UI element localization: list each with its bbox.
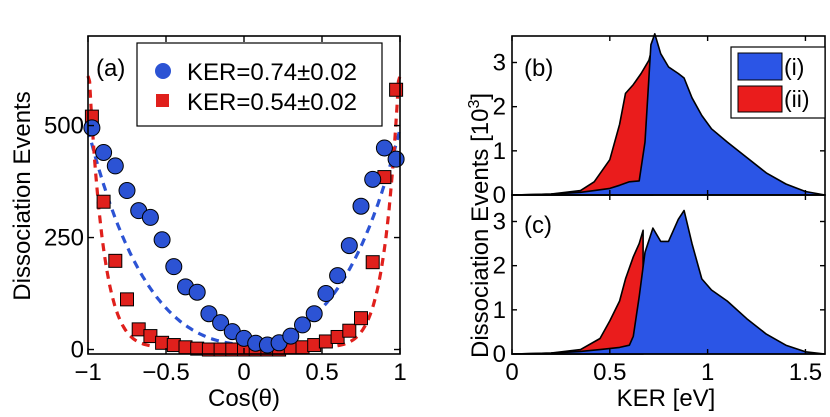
y-tick-label: 0 [71, 337, 84, 364]
legend-label-ii: (ii) [784, 86, 810, 112]
red-square-point [342, 323, 357, 338]
legend-label-i: (i) [784, 54, 804, 80]
blue-circle-point [141, 208, 159, 226]
panel-a-legend: KER=0.74±0.02 KER=0.54±0.02 [136, 42, 383, 127]
red-square-point [131, 322, 146, 337]
x-tick-label: 0 [237, 359, 250, 386]
y-tick-label: 500 [44, 113, 84, 140]
right-ylabel: Dissociation Events [103] [466, 93, 494, 358]
area-i [511, 33, 826, 196]
blue-circle-point [165, 258, 183, 276]
fit-curve-1 [86, 128, 402, 346]
legend-box [136, 42, 383, 127]
legend-entry-2: KER=0.54±0.02 [187, 89, 357, 116]
panel-c-ticks: 0 0.5 1 1.5 0 1 2 3 [493, 195, 825, 386]
panel-b-ticks: 0 1 2 3 [493, 36, 825, 209]
red-square-point [365, 255, 380, 270]
x-tick-label: 0 [505, 359, 518, 386]
legend-circle-marker [155, 63, 171, 79]
y-tick-label: 3 [493, 209, 506, 236]
panel-c-areas [511, 209, 826, 355]
panel-b: 0 1 2 3 (b) (i) (ii) [493, 33, 826, 209]
panel-b-legend: (i) (ii) [730, 46, 826, 119]
panel-a-ticks: −1 −0.5 0 0.5 1 0 250 500 [44, 36, 407, 386]
blue-circle-point [364, 170, 382, 188]
blue-circle-point [106, 157, 124, 175]
red-square-point [96, 194, 111, 209]
panel-a-label: (a) [96, 55, 125, 82]
panel-a: −1 −0.5 0 0.5 1 0 250 500 (a) KER=0.74±0.02 KER… [9, 35, 407, 412]
legend-entry-1: KER=0.74±0.02 [187, 59, 357, 86]
y-tick-label: 2 [493, 94, 506, 121]
x-tick-label: −1 [74, 359, 101, 386]
red-square-point [155, 335, 170, 350]
panel-c-frame [511, 194, 826, 355]
area-i [511, 209, 826, 355]
blue-circle-point [118, 182, 136, 200]
area-ii [511, 229, 644, 355]
blue-circle-point [95, 143, 113, 161]
blue-circle-point [352, 197, 370, 215]
panel-a-markers [83, 82, 405, 357]
y-tick-label: 1 [493, 297, 506, 324]
blue-circle-point [317, 285, 335, 303]
x-tick-label: 0.5 [305, 359, 338, 386]
blue-circle-point [305, 305, 323, 323]
y-tick-label: 0 [493, 341, 506, 368]
panel-b-label: (b) [524, 55, 553, 82]
panel-a-xlabel: Cos(θ) [208, 385, 280, 412]
blue-circle-point [329, 267, 347, 285]
y-tick-label: 1 [493, 138, 506, 165]
red-square-point [178, 340, 193, 355]
blue-circle-point [212, 314, 230, 332]
red-square-point [108, 253, 123, 268]
legend-swatch-i [737, 52, 783, 81]
blue-circle-point [340, 237, 358, 255]
y-tick-label: 3 [493, 50, 506, 77]
blue-circle-point [153, 231, 171, 249]
red-square-point [330, 329, 345, 344]
y-tick-label: 0 [493, 182, 506, 209]
panel-b-areas [511, 33, 826, 196]
red-square-point [166, 338, 181, 353]
x-tick-label: 0.5 [593, 359, 626, 386]
x-tick-label: −0.5 [142, 359, 189, 386]
x-tick-label: 1 [701, 359, 714, 386]
blue-circle-point [387, 150, 405, 168]
blue-circle-point [375, 139, 393, 157]
panel-a-ylabel: Dissociation Events [9, 91, 36, 300]
red-square-point [143, 329, 158, 344]
panel-c: 0 0.5 1 1.5 0 1 2 3 (c) KER [eV] [493, 194, 826, 412]
right-ylabel-exp: 3 [466, 100, 483, 109]
blue-circle-point [83, 119, 101, 137]
x-tick-label: 1.5 [789, 359, 822, 386]
red-square-point [318, 334, 333, 349]
y-tick-label: 2 [493, 253, 506, 280]
red-square-point [307, 338, 322, 353]
red-square-point [354, 311, 368, 326]
red-square-point [190, 341, 205, 356]
x-tick-label: 1 [393, 359, 406, 386]
red-square-point [120, 292, 134, 307]
right-ylabel-close: ] [467, 93, 494, 100]
y-tick-label: 250 [44, 225, 84, 252]
blue-circle-point [200, 305, 218, 323]
panel-c-label: (c) [524, 212, 552, 239]
blue-circle-point [282, 327, 300, 345]
red-square-point [295, 340, 310, 355]
blue-circle-point [188, 283, 206, 301]
blue-circle-point [294, 316, 311, 334]
right-ylabel-main: Dissociation Events [10 [467, 109, 494, 358]
legend-swatch-ii [737, 85, 783, 113]
legend-square-marker [156, 94, 169, 107]
panel-c-xlabel: KER [eV] [617, 385, 716, 412]
